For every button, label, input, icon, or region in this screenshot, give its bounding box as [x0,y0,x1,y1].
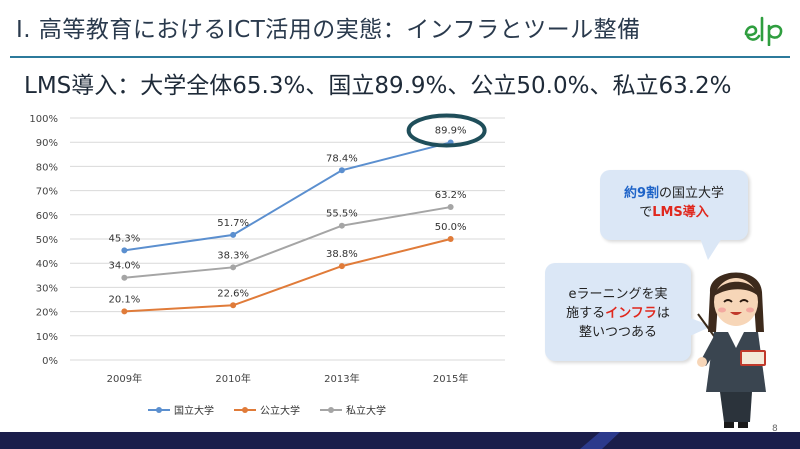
y-tick-label: 80% [36,162,58,173]
data-label: 78.4% [326,153,358,164]
data-point [230,302,237,309]
speech-bubble-tail [690,318,712,336]
legend-marker [328,407,334,413]
speech-bubble-infrastructure: eラーニングを実 施するインフラは 整いつつある [545,263,691,361]
highlight-circle [406,113,487,148]
data-label: 55.5% [326,209,358,220]
data-label: 38.3% [217,250,249,261]
y-tick-label: 0% [42,356,58,367]
speech-bubble-tail [700,238,722,260]
data-label: 38.8% [326,249,358,260]
teacher-illustration [697,272,766,428]
series-line-3 [124,206,451,279]
bubble-highlight-blue: 約9割 [623,186,660,201]
data-label: 63.2% [435,190,467,201]
y-tick-label: 70% [36,187,58,198]
bubble-highlight-red: LMS導入 [652,205,709,220]
data-point [338,167,345,174]
speech-bubble-national: 約9割の国立大学 でLMS導入 [600,170,748,240]
footer-stripe [580,432,800,449]
page-number: 8 [772,424,778,434]
data-label: 34.0% [108,261,140,272]
bubble-text: で [639,205,653,220]
lms-adoption-line-chart: 0% 10% 20% 30% 40% 50% 60% 70% 80% 90% 100% 2009年 20… [29,113,505,417]
y-tick-label: 40% [36,259,58,270]
data-point [338,222,345,229]
elp-logo: elp [744,16,783,46]
data-point [447,204,454,211]
data-point [447,236,454,242]
legend-label: 公立大学 [260,404,300,417]
slide-title: I. 高等教育におけるICT活用の実態：インフラとツール整備 [16,17,641,43]
data-label: 51.7% [217,218,249,229]
bubble-text: 施する [566,306,606,321]
bubble-text: eラーニングを実 [568,287,668,302]
data-label: 22.6% [217,288,249,299]
y-tick-label: 10% [36,332,58,343]
legend-marker [242,407,248,413]
data-point [121,247,128,254]
y-tick-label: 50% [36,235,58,246]
x-tick-label: 2015年 [433,372,468,385]
x-tick-label: 2010年 [215,372,250,385]
y-tick-label: 60% [36,211,58,222]
data-point [230,264,237,271]
slide-subtitle: LMS導入：大学全体65.3%、国立89.9%、公立50.0%、私立63.2% [24,73,732,99]
data-label: 20.1% [108,294,140,305]
series-line-1 [124,141,451,252]
data-point [121,308,128,315]
bubble-text: 整いつつある [578,325,657,340]
data-point [230,231,237,238]
y-tick-label: 30% [36,283,58,294]
bubble-text: の国立大学 [659,186,725,201]
y-tick-label: 20% [36,308,58,319]
x-tick-label: 2013年 [324,372,359,385]
y-tick-label: 90% [36,138,58,149]
y-tick-label: 100% [29,114,58,125]
bubble-text: は [656,306,670,321]
series-line-2 [124,238,451,313]
x-tick-label: 2009年 [107,372,142,385]
data-label: 50.0% [435,222,467,233]
title-divider [10,56,790,58]
legend-label: 国立大学 [174,404,214,417]
legend-label: 私立大学 [346,404,386,417]
bubble-highlight-red: インフラ [605,306,657,321]
data-point [338,263,345,270]
data-label: 89.9% [435,125,467,136]
data-label: 45.3% [108,233,140,244]
data-point [121,274,128,281]
legend-marker [156,407,162,413]
